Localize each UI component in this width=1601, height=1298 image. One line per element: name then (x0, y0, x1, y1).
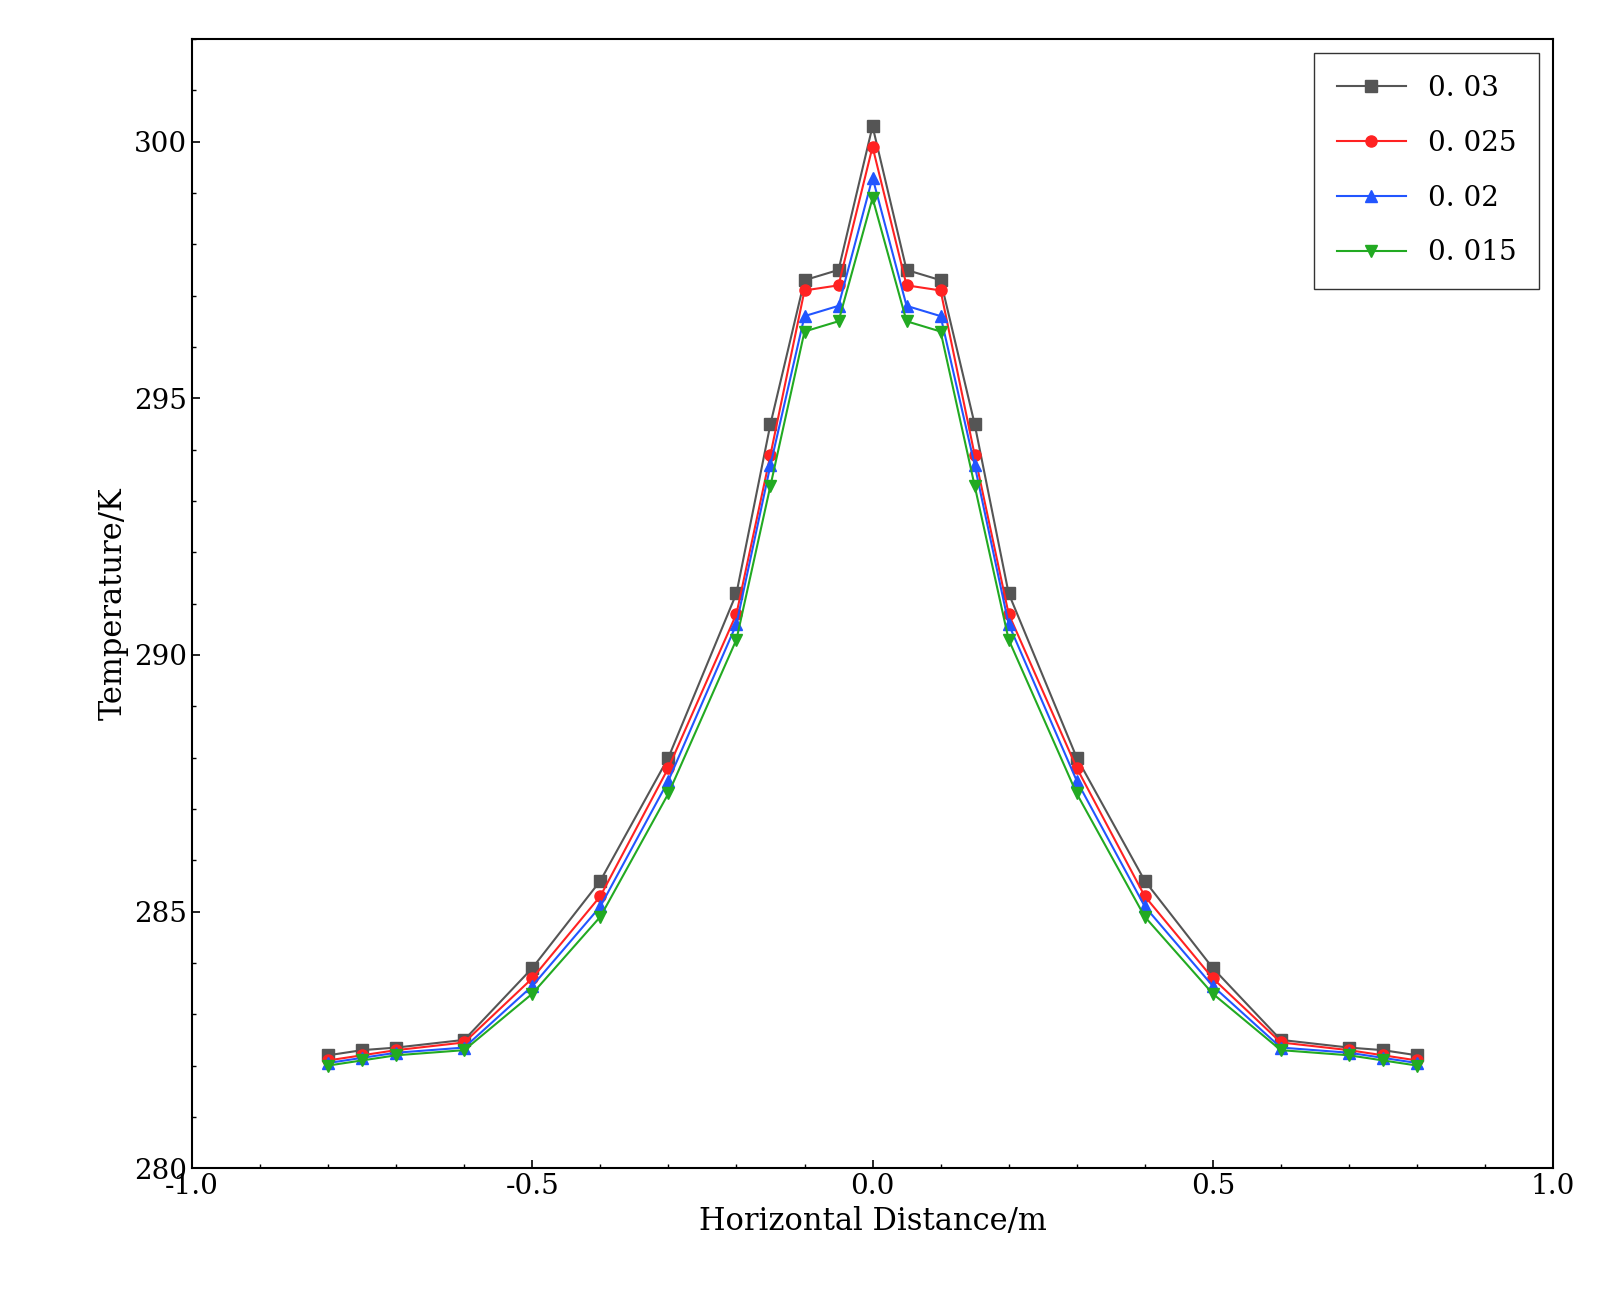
0. 015 (387, 1047, 407, 1063)
0. 03 (660, 750, 679, 766)
0. 02 (1204, 979, 1223, 994)
0. 025 (1204, 971, 1223, 986)
0. 03 (1066, 750, 1085, 766)
0. 03 (1374, 1042, 1393, 1058)
0. 02 (660, 772, 679, 788)
0. 02 (1135, 898, 1154, 914)
0. 03 (1407, 1047, 1426, 1063)
0. 025 (1271, 1035, 1290, 1050)
0. 02 (352, 1050, 371, 1066)
0. 02 (387, 1045, 407, 1060)
Line: 0. 025: 0. 025 (323, 141, 1422, 1066)
0. 02 (897, 299, 916, 314)
0. 015 (319, 1058, 338, 1073)
0. 03 (999, 585, 1018, 601)
0. 025 (863, 139, 882, 154)
0. 015 (863, 191, 882, 206)
0. 015 (829, 314, 849, 330)
0. 025 (660, 761, 679, 776)
0. 02 (796, 309, 815, 324)
0. 02 (863, 170, 882, 186)
0. 03 (319, 1047, 338, 1063)
0. 015 (660, 785, 679, 801)
0. 015 (1374, 1053, 1393, 1068)
Line: 0. 02: 0. 02 (323, 171, 1422, 1068)
0. 02 (522, 979, 541, 994)
0. 03 (591, 874, 610, 889)
0. 03 (932, 273, 951, 288)
0. 03 (387, 1040, 407, 1055)
0. 025 (387, 1042, 407, 1058)
0. 02 (319, 1055, 338, 1071)
0. 025 (796, 283, 815, 299)
0. 015 (999, 632, 1018, 648)
0. 015 (1407, 1058, 1426, 1073)
0. 02 (829, 299, 849, 314)
0. 03 (760, 417, 780, 432)
0. 015 (796, 323, 815, 339)
0. 025 (1407, 1053, 1426, 1068)
0. 025 (1374, 1047, 1393, 1063)
0. 025 (727, 606, 746, 622)
0. 015 (1271, 1042, 1290, 1058)
0. 03 (796, 273, 815, 288)
0. 02 (999, 617, 1018, 632)
0. 025 (1338, 1042, 1358, 1058)
0. 03 (1338, 1040, 1358, 1055)
0. 025 (999, 606, 1018, 622)
X-axis label: Horizontal Distance/m: Horizontal Distance/m (698, 1206, 1047, 1237)
0. 02 (760, 457, 780, 472)
0. 015 (1204, 986, 1223, 1002)
0. 03 (1135, 874, 1154, 889)
0. 03 (522, 961, 541, 976)
0. 015 (965, 478, 985, 493)
0. 025 (965, 447, 985, 462)
0. 02 (455, 1040, 474, 1055)
0. 025 (829, 278, 849, 293)
0. 03 (455, 1032, 474, 1047)
0. 025 (1066, 761, 1085, 776)
0. 03 (1204, 961, 1223, 976)
0. 03 (863, 118, 882, 134)
0. 015 (727, 632, 746, 648)
0. 03 (829, 262, 849, 278)
0. 03 (352, 1042, 371, 1058)
0. 025 (760, 447, 780, 462)
0. 025 (522, 971, 541, 986)
Legend: 0. 03, 0. 025, 0. 02, 0. 015: 0. 03, 0. 025, 0. 02, 0. 015 (1314, 53, 1539, 288)
0. 025 (1135, 888, 1154, 903)
0. 03 (727, 585, 746, 601)
0. 025 (319, 1053, 338, 1068)
Line: 0. 015: 0. 015 (323, 192, 1422, 1071)
0. 025 (352, 1047, 371, 1063)
0. 015 (897, 314, 916, 330)
0. 03 (1271, 1032, 1290, 1047)
Line: 0. 03: 0. 03 (323, 121, 1422, 1060)
0. 02 (1374, 1050, 1393, 1066)
0. 02 (932, 309, 951, 324)
0. 015 (455, 1042, 474, 1058)
0. 015 (522, 986, 541, 1002)
Y-axis label: Temperature/K: Temperature/K (98, 487, 128, 720)
0. 03 (965, 417, 985, 432)
0. 03 (897, 262, 916, 278)
0. 02 (591, 898, 610, 914)
0. 02 (965, 457, 985, 472)
0. 015 (1135, 909, 1154, 924)
0. 025 (932, 283, 951, 299)
0. 02 (1271, 1040, 1290, 1055)
0. 015 (1338, 1047, 1358, 1063)
0. 025 (455, 1035, 474, 1050)
0. 015 (932, 323, 951, 339)
0. 02 (1407, 1055, 1426, 1071)
0. 015 (352, 1053, 371, 1068)
0. 02 (1338, 1045, 1358, 1060)
0. 015 (1066, 785, 1085, 801)
0. 02 (1066, 772, 1085, 788)
0. 025 (897, 278, 916, 293)
0. 025 (591, 888, 610, 903)
0. 015 (760, 478, 780, 493)
0. 02 (727, 617, 746, 632)
0. 015 (591, 909, 610, 924)
